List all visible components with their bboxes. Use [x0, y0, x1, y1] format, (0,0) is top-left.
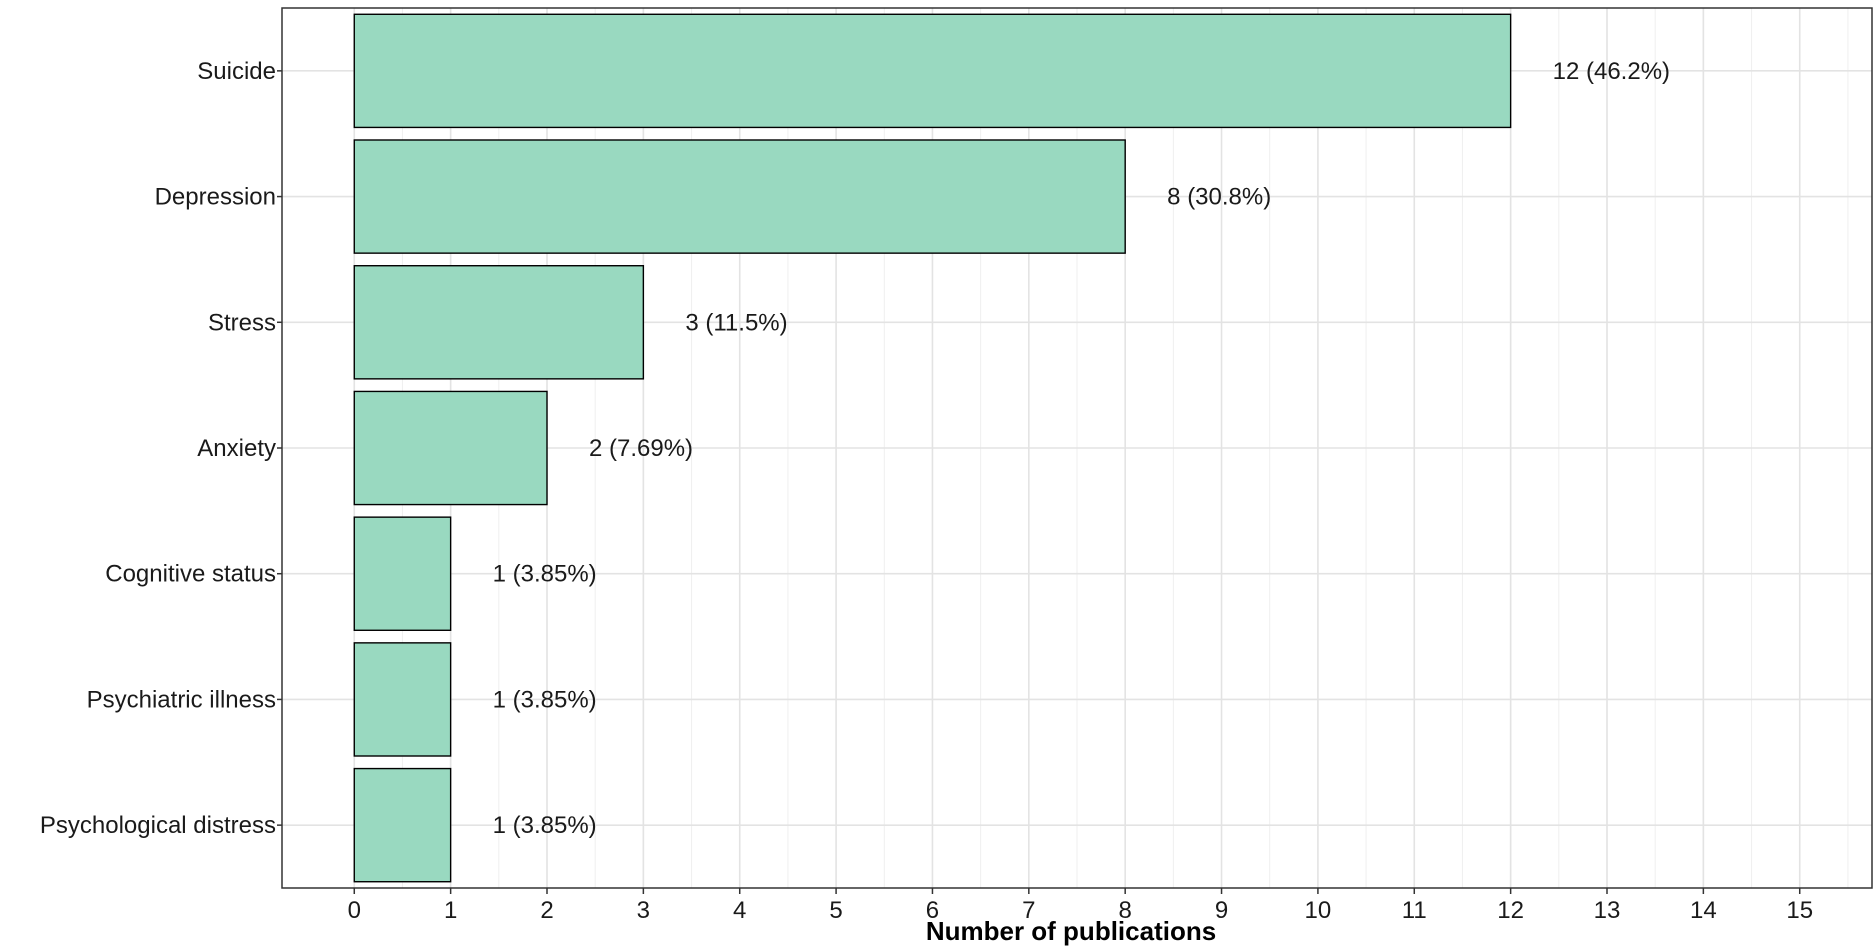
x-tick-label: 15 [1786, 897, 1813, 924]
x-tick-label: 11 [1402, 897, 1427, 924]
x-tick-label: 6 [926, 897, 939, 924]
data-label: 12 (46.2%) [1553, 58, 1670, 85]
bar [353, 265, 645, 380]
x-axis-title: Number of publications [926, 916, 1216, 946]
category-label: Suicide [197, 58, 276, 85]
x-tick-label: 7 [1022, 897, 1035, 924]
bar [353, 516, 452, 631]
data-label: 8 (30.8%) [1167, 184, 1271, 211]
axis-ticks [277, 70, 1801, 894]
x-tick-label: 3 [637, 897, 650, 924]
data-labels: 12 (46.2%) 8 (30.8%) 3 (11.5%) 2 (7.69%) 1 (… [493, 58, 1670, 839]
x-tick-label: 8 [1119, 897, 1132, 924]
bar [353, 642, 452, 757]
x-tick-label: 12 [1497, 897, 1524, 924]
category-label: Anxiety [197, 435, 276, 462]
data-label: 1 (3.85%) [493, 812, 597, 839]
bar [353, 139, 1126, 254]
category-label: Psychiatric illness [87, 686, 276, 713]
x-tick-label: 14 [1690, 897, 1717, 924]
x-tick-label: 10 [1305, 897, 1332, 924]
x-tick-label: 9 [1215, 897, 1228, 924]
data-label: 1 (3.85%) [493, 561, 597, 588]
data-label: 1 (3.85%) [493, 686, 597, 713]
bars [353, 13, 1512, 883]
bar [353, 767, 452, 883]
category-label: Cognitive status [105, 561, 276, 588]
x-tick-label: 5 [829, 897, 842, 924]
bar [353, 390, 548, 506]
x-tick-label: 13 [1594, 897, 1621, 924]
x-tick-label: 0 [348, 897, 361, 924]
x-tick-labels: 0 1 2 3 4 5 6 7 8 9 10 11 12 13 14 15 [348, 897, 1813, 924]
category-labels: Suicide Depression Stress Anxiety Cognitive … [40, 58, 276, 839]
x-tick-label: 4 [733, 897, 746, 924]
category-label: Depression [155, 184, 276, 211]
x-tick-label: 2 [540, 897, 553, 924]
data-label: 3 (11.5%) [685, 309, 787, 336]
category-label: Stress [208, 309, 276, 336]
category-label: Psychological distress [40, 812, 276, 839]
bar [353, 13, 1512, 129]
data-label: 2 (7.69%) [589, 435, 693, 462]
x-tick-label: 1 [444, 897, 457, 924]
